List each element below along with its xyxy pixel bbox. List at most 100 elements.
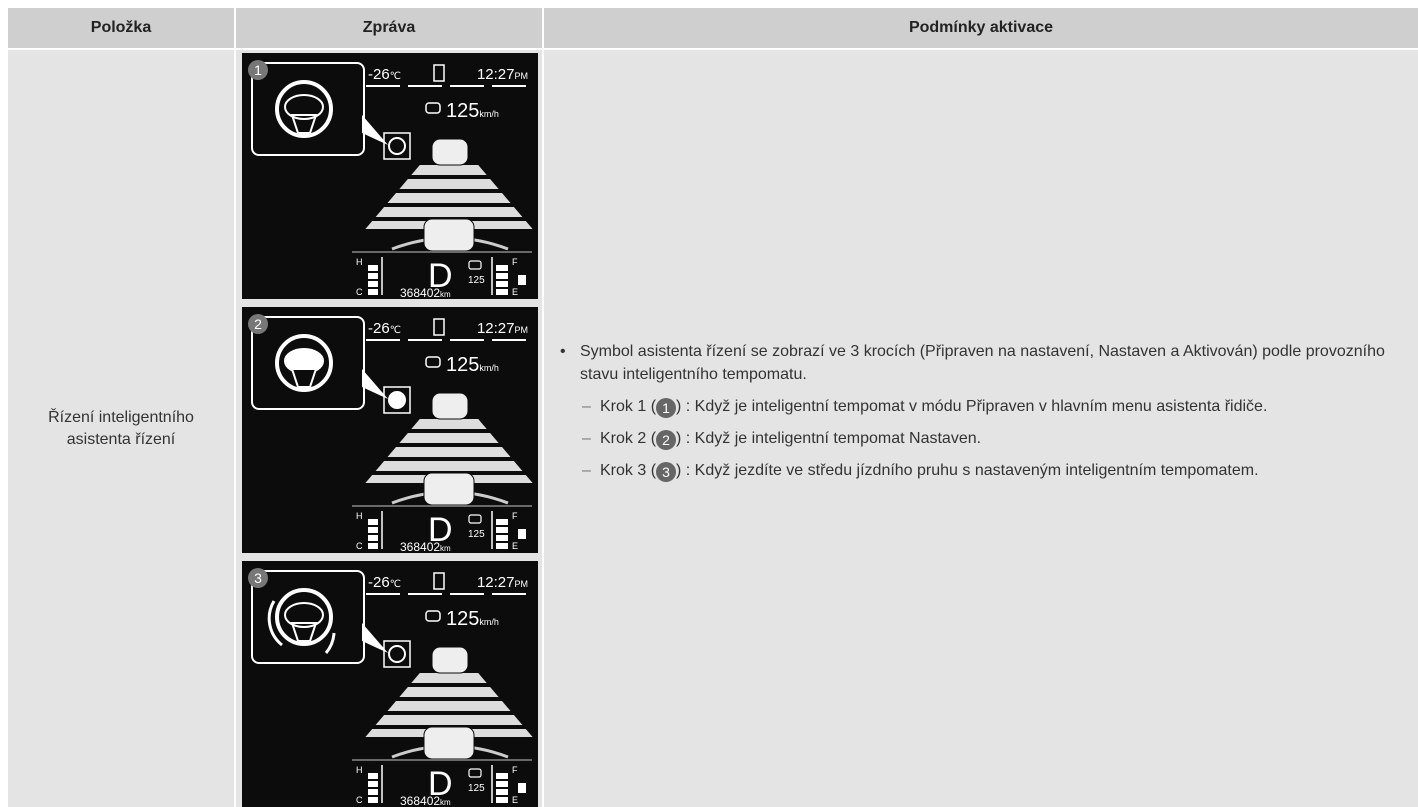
pointer: [362, 623, 388, 653]
header-cell: Podmínky aktivace: [544, 8, 1418, 48]
clock: 12:27PM: [477, 574, 528, 591]
wheel-hub: [290, 114, 318, 134]
fuel-bar: [496, 527, 508, 533]
road-band: [387, 447, 511, 457]
set-speed-icon: [468, 768, 482, 778]
fuel-bar: [496, 789, 508, 795]
speed-value: 125: [446, 608, 479, 630]
step-text: ) : Když je inteligentní tempomat v módu…: [676, 397, 1268, 415]
temp-bar: [368, 797, 378, 803]
door-icon: [433, 318, 445, 336]
dashboard-image: 1 -26℃ 12:27PM 125km/h H C F E D 125 368402km: [242, 53, 538, 299]
wheel: [275, 334, 333, 392]
wheel-inner: [284, 602, 324, 628]
temp-bar: [368, 773, 378, 779]
temp-bar: [368, 281, 378, 287]
gauge-label: F: [512, 257, 518, 267]
temperature: -26℃: [368, 66, 401, 83]
step-badge: 1: [656, 397, 677, 418]
temperature: -26℃: [368, 574, 401, 591]
gauge-label: C: [356, 287, 363, 297]
temp-bar: [368, 789, 378, 795]
fuel-bar: [496, 281, 508, 287]
road-band: [411, 673, 487, 683]
step-number: 1: [254, 62, 262, 78]
step-badge: 2: [656, 429, 677, 450]
clock-time: 12:27: [477, 66, 515, 83]
wheel-inner: [284, 94, 324, 120]
odometer: 368402km: [400, 286, 451, 299]
temperature-unit: ℃: [390, 325, 401, 336]
wheel-hub: [290, 368, 318, 388]
odometer: 368402km: [400, 540, 451, 553]
screen: [242, 53, 538, 299]
set-speed-icon: [468, 260, 482, 270]
set-speed: 125: [468, 275, 485, 286]
temperature: -26℃: [368, 320, 401, 337]
road-band: [375, 207, 523, 217]
speed-unit: km/h: [479, 617, 499, 627]
small-icon: [383, 386, 411, 414]
fuel-bar: [496, 773, 508, 779]
fuel-icon: [518, 275, 526, 285]
conditions: Symbol asistenta řízení se zobrazí ve 3 …: [544, 340, 1418, 482]
fuel-bar: [496, 289, 508, 295]
gear: D: [428, 257, 453, 295]
header-cell: Položka: [8, 8, 234, 48]
road-band: [399, 179, 499, 189]
gauge-label: H: [356, 257, 363, 267]
step-number: 3: [254, 570, 262, 586]
road-band: [399, 433, 499, 443]
speed: 125km/h: [446, 354, 499, 376]
speed: 125km/h: [446, 100, 499, 122]
speed-unit: km/h: [479, 109, 499, 119]
set-speed: 125: [468, 529, 485, 540]
fuel-bar: [496, 797, 508, 803]
step-label: Krok 2 (: [600, 429, 657, 447]
set-speed-icon: [468, 514, 482, 524]
pointer: [362, 369, 388, 399]
item-cell: Řízení inteligentního asistenta řízení: [8, 50, 234, 807]
temperature-value: -26: [368, 66, 390, 83]
clock-time: 12:27: [477, 320, 515, 337]
car-sensor-icon: [425, 102, 441, 114]
gauge-label: E: [512, 541, 518, 551]
temp-bar: [368, 781, 378, 787]
step-badge-bg: [248, 314, 268, 334]
lead-car: [431, 138, 469, 166]
fuel-bar: [496, 519, 508, 525]
clock: 12:27PM: [477, 320, 528, 337]
fuel-bar: [496, 273, 508, 279]
pointer: [362, 115, 388, 145]
zoom-box: [251, 62, 365, 156]
clock-suffix: PM: [515, 579, 529, 589]
own-car: [423, 218, 475, 252]
gauge-label: C: [356, 541, 363, 551]
fuel-bar: [496, 535, 508, 541]
own-car: [423, 472, 475, 506]
road-band: [411, 419, 487, 429]
road-band: [375, 715, 523, 725]
temperature-value: -26: [368, 320, 390, 337]
lead-car: [431, 646, 469, 674]
fuel-icon: [518, 783, 526, 793]
step-text: ) : Když jezdíte ve středu jízdního pruh…: [676, 461, 1259, 479]
wheel: [275, 588, 333, 646]
item-text: Řízení inteligentního asistenta řízení: [48, 408, 194, 448]
temp-bar: [368, 535, 378, 541]
road-band: [375, 461, 523, 471]
road-band: [387, 701, 511, 711]
step-list: Krok 1 (1) : Když je inteligentní tempom…: [556, 395, 1398, 482]
gauge-label: E: [512, 287, 518, 297]
car-sensor-icon: [425, 610, 441, 622]
clock-suffix: PM: [515, 71, 529, 81]
step-text: ) : Když je inteligentní tempomat Nastav…: [676, 429, 982, 447]
odometer-unit: km: [440, 290, 451, 299]
temperature-unit: ℃: [390, 71, 401, 82]
screen: [242, 561, 538, 807]
header-cell: Zpráva: [236, 8, 542, 48]
step-item: Krok 2 (2) : Když je inteligentní tempom…: [556, 427, 1398, 450]
